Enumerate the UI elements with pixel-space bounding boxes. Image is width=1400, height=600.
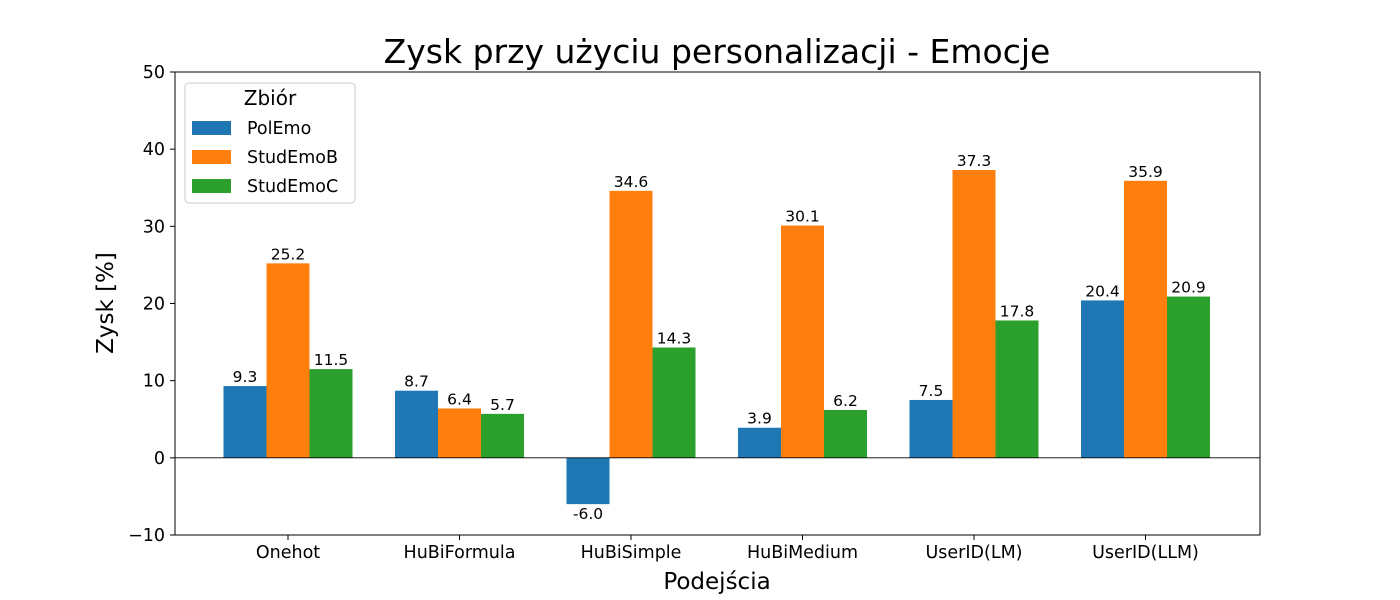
bar-studemoc-userid-lm — [995, 320, 1039, 458]
bar-studemob-hubimedium — [781, 225, 824, 458]
bar-studemoc-userid-llm — [1167, 296, 1210, 458]
bar-value-label: 14.3 — [657, 329, 692, 347]
plot-frame — [174, 71, 1261, 536]
legend: Zbiór PolEmo StudEmoB StudEmoC — [184, 82, 356, 204]
bar-value-label: 34.6 — [614, 173, 649, 191]
bar-studemoc-hubisimple — [652, 347, 696, 458]
y-tick-label: 40 — [143, 140, 165, 160]
data-labels: 9.3 25.2 11.5 8.7 6.4 5.7 -6.0 34.6 14.3 3.9 30.1 6… — [233, 152, 1206, 523]
bar-value-label: 11.5 — [314, 351, 349, 369]
bar-value-label: -6.0 — [573, 505, 603, 523]
bar-value-label: 9.3 — [233, 368, 258, 386]
legend-title: Zbiór — [244, 86, 297, 110]
legend-label-studemob: StudEmoB — [247, 148, 338, 168]
bar-value-label: 7.5 — [919, 382, 944, 400]
bar-polemo-hubimedium — [738, 427, 781, 458]
y-tick-label: 30 — [143, 217, 165, 237]
y-axis-label: Zysk [%] — [93, 252, 119, 354]
y-tick-label: 10 — [143, 372, 165, 392]
bar-polemo-userid-llm — [1081, 300, 1124, 458]
bar-value-label: 6.2 — [833, 392, 858, 410]
legend-items: PolEmo StudEmoB StudEmoC — [192, 119, 338, 197]
bar-polemo-onehot — [223, 386, 267, 458]
plot-area: −10 0 10 20 30 40 50 Onehot HuBiFormula HuBiSimp… — [128, 63, 1261, 563]
y-tick-label: 50 — [143, 63, 165, 83]
x-tick-label: UserID(LLM) — [1092, 543, 1199, 563]
bar-studemob-onehot — [266, 263, 310, 458]
bar-value-label: 37.3 — [957, 152, 992, 170]
x-axis-ticks: Onehot HuBiFormula HuBiSimple HuBiMedium Use… — [256, 535, 1199, 563]
bar-value-label: 25.2 — [271, 245, 306, 263]
bar-studemob-userid-lm — [952, 170, 996, 458]
bar-value-label: 30.1 — [785, 208, 820, 226]
chart-title: Zysk przy użyciu personalizacji - Emocje — [384, 32, 1051, 71]
bar-studemoc-hubiformula — [481, 413, 524, 458]
bar-studemob-hubisimple — [609, 190, 653, 458]
bar-polemo-hubisimple — [566, 457, 610, 505]
legend-swatch-studemoc — [192, 179, 231, 193]
bar-value-label: 6.4 — [447, 390, 472, 408]
bar-studemob-userid-llm — [1124, 180, 1167, 458]
legend-label-studemoc: StudEmoC — [247, 177, 338, 197]
y-tick-label: 0 — [154, 449, 165, 469]
y-tick-label: −10 — [128, 526, 165, 546]
bar-value-label: 20.4 — [1085, 282, 1120, 300]
x-axis-label: Podejścia — [663, 569, 770, 595]
x-tick-label: HuBiFormula — [404, 543, 516, 563]
bar-polemo-userid-lm — [909, 399, 953, 458]
x-tick-label: UserID(LM) — [925, 543, 1022, 563]
x-tick-label: HuBiMedium — [747, 543, 858, 563]
bar-value-label: 8.7 — [404, 373, 429, 391]
legend-swatch-studemob — [192, 150, 231, 164]
bars — [223, 170, 1210, 505]
legend-label-polemo: PolEmo — [247, 119, 311, 139]
bar-studemob-hubiformula — [438, 408, 481, 458]
bar-studemoc-hubimedium — [824, 409, 867, 458]
y-tick-label: 20 — [143, 295, 165, 315]
x-tick-label: HuBiSimple — [581, 543, 682, 563]
bar-polemo-hubiformula — [395, 390, 438, 458]
legend-frame — [184, 82, 356, 204]
bar-value-label: 20.9 — [1171, 279, 1206, 297]
bar-value-label: 17.8 — [1000, 302, 1035, 320]
bar-value-label: 5.7 — [490, 396, 515, 414]
bar-studemoc-onehot — [309, 369, 353, 458]
legend-swatch-polemo — [192, 121, 231, 135]
bar-value-label: 3.9 — [747, 410, 772, 428]
bar-value-label: 35.9 — [1128, 163, 1163, 181]
y-axis-ticks: −10 0 10 20 30 40 50 — [128, 63, 175, 546]
x-tick-label: Onehot — [256, 543, 320, 563]
